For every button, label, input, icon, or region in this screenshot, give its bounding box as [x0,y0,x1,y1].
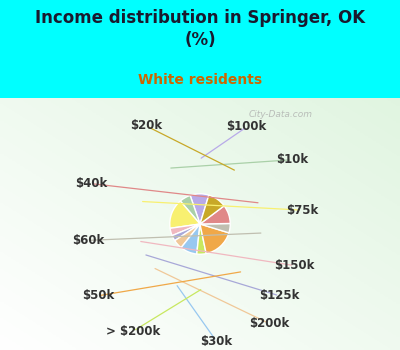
Text: $30k: $30k [200,335,232,348]
Wedge shape [175,224,200,248]
Text: $150k: $150k [274,259,315,272]
Text: $50k: $50k [82,289,114,302]
Wedge shape [180,195,200,224]
Wedge shape [200,195,224,224]
Wedge shape [172,224,200,241]
Text: $40k: $40k [76,177,108,190]
Wedge shape [200,206,230,224]
Wedge shape [170,224,200,236]
Wedge shape [200,223,230,233]
Text: $100k: $100k [226,120,267,133]
Text: White residents: White residents [138,74,262,88]
Text: $10k: $10k [276,153,308,166]
Wedge shape [170,201,200,228]
Text: $75k: $75k [286,204,318,217]
Wedge shape [190,194,209,224]
Wedge shape [197,224,206,254]
Text: City-Data.com: City-Data.com [249,110,313,119]
Wedge shape [181,224,200,254]
Text: > $200k: > $200k [106,324,160,338]
Text: $60k: $60k [72,234,104,247]
Text: Income distribution in Springer, OK
(%): Income distribution in Springer, OK (%) [35,9,365,49]
Text: $20k: $20k [130,119,162,132]
Wedge shape [200,224,229,254]
Text: $125k: $125k [259,289,300,302]
Text: $200k: $200k [249,317,290,330]
